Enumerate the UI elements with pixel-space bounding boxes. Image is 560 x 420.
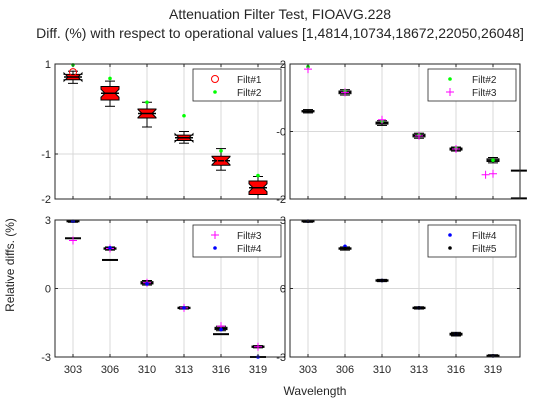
legend-box [192, 68, 282, 102]
point-Filt4 [145, 282, 149, 286]
x-tick-label: 310 [373, 364, 391, 376]
point-Filt2 [491, 158, 495, 162]
y-tick-label: 3 [45, 215, 51, 227]
x-tick-label: 319 [249, 364, 267, 376]
box-316 [211, 148, 231, 171]
y-tick-label: 0 [45, 284, 51, 296]
x-tick-label: 319 [484, 364, 502, 376]
legend-marker [448, 246, 452, 250]
panel-top-right: 2 -0 -2 Filt#2 Filt#3 [276, 59, 527, 206]
legend-marker [448, 77, 452, 81]
panel-bottom-left: 303 306 310 313 316 319 3 0 -3 Filt#3 Filt#4 [41, 215, 286, 376]
axes-frame [54, 63, 286, 200]
legend-marker [446, 88, 454, 96]
legend-label: Filt#2 [472, 75, 497, 86]
x-tick-label: 310 [138, 364, 156, 376]
point-Filt1 [69, 68, 77, 77]
x-tick-label: 306 [101, 364, 119, 376]
legend-box [427, 224, 517, 258]
legend-label: Filt#4 [237, 244, 262, 255]
point-Filt3 [341, 88, 349, 97]
x-tick-label: 316 [447, 364, 465, 376]
x-tick-label: 313 [175, 364, 193, 376]
legend-marker [211, 75, 219, 83]
point-Filt4 [108, 246, 112, 250]
legend: Filt#4 Filt#5 [427, 224, 517, 258]
legend: Filt#2 Filt#3 [427, 68, 517, 102]
x-tick-label: 306 [336, 364, 354, 376]
y-tick-label: 0 [280, 284, 286, 296]
legend-label: Filt#4 [472, 231, 497, 242]
point-Filt2 [145, 100, 149, 105]
legend: Filt#3 Filt#4 [192, 224, 282, 258]
x-tick-label: 303 [299, 364, 317, 376]
legend-marker [448, 233, 452, 237]
box-319 [248, 176, 268, 200]
point-Filt5 [343, 246, 347, 251]
y-tick-label: -1 [41, 149, 51, 161]
legend-label: Filt#2 [237, 88, 262, 99]
legend-label: Filt#5 [472, 244, 497, 255]
box-310 [137, 101, 157, 128]
legend-marker [213, 90, 217, 94]
box-306 [100, 80, 120, 107]
panel-bottom-right: 303 306 310 313 316 319 3 0 -3 Filt#4 Filt#5 [276, 215, 521, 376]
point-Filt3 [415, 131, 423, 140]
x-axis-label: Wavelength [283, 384, 347, 398]
legend-box [427, 68, 517, 102]
y-tick-label: -2 [276, 194, 286, 206]
x-tick-label: 303 [64, 364, 82, 376]
point-Filt4 [219, 327, 223, 332]
x-tick-label: 313 [410, 364, 428, 376]
y-tick-label: 3 [280, 215, 286, 227]
point-Filt3 [378, 115, 386, 124]
y-tick-label: 2 [280, 59, 286, 71]
point-Filt2 [108, 76, 112, 81]
y-tick-label: -0 [276, 127, 286, 139]
panel-top-left: 1 -1 -2 Filt#1 Filt#2 [41, 59, 286, 206]
point-Filt3 [69, 236, 77, 245]
point-Filt2 [219, 149, 223, 153]
chart-subtitle: Diff. (%) with respect to operational va… [36, 25, 524, 41]
y-axis-label: Relative diffs. (%) [3, 218, 17, 312]
legend: Filt#1 Filt#2 [192, 68, 282, 102]
y-tick-label: -3 [41, 352, 51, 364]
point-Filt3 [254, 342, 262, 351]
legend-marker [211, 231, 219, 239]
legend-label: Filt#1 [237, 75, 262, 86]
box-303 [301, 109, 315, 114]
point-Filt2 [256, 173, 260, 178]
extra-marker [481, 170, 490, 179]
legend-label: Filt#3 [237, 231, 262, 242]
y-tick-label: -3 [276, 352, 286, 364]
legend-label: Filt#3 [472, 88, 497, 99]
box-313 [174, 131, 194, 144]
y-tick-label: 1 [45, 59, 51, 71]
legend-box [192, 224, 282, 258]
point-Filt5 [417, 306, 421, 310]
point-Filt3 [489, 169, 497, 178]
legend-marker [213, 246, 217, 250]
point-Filt4 [182, 306, 186, 310]
point-Filt5 [380, 278, 384, 283]
x-tick-label: 316 [212, 364, 230, 376]
y-tick-label: -2 [41, 194, 51, 206]
point-Filt1 [217, 156, 225, 165]
point-Filt5 [454, 332, 458, 336]
point-Filt3 [452, 145, 460, 154]
chart-title: Attenuation Filter Test, FIOAVG.228 [168, 6, 392, 22]
point-Filt2 [182, 113, 186, 118]
